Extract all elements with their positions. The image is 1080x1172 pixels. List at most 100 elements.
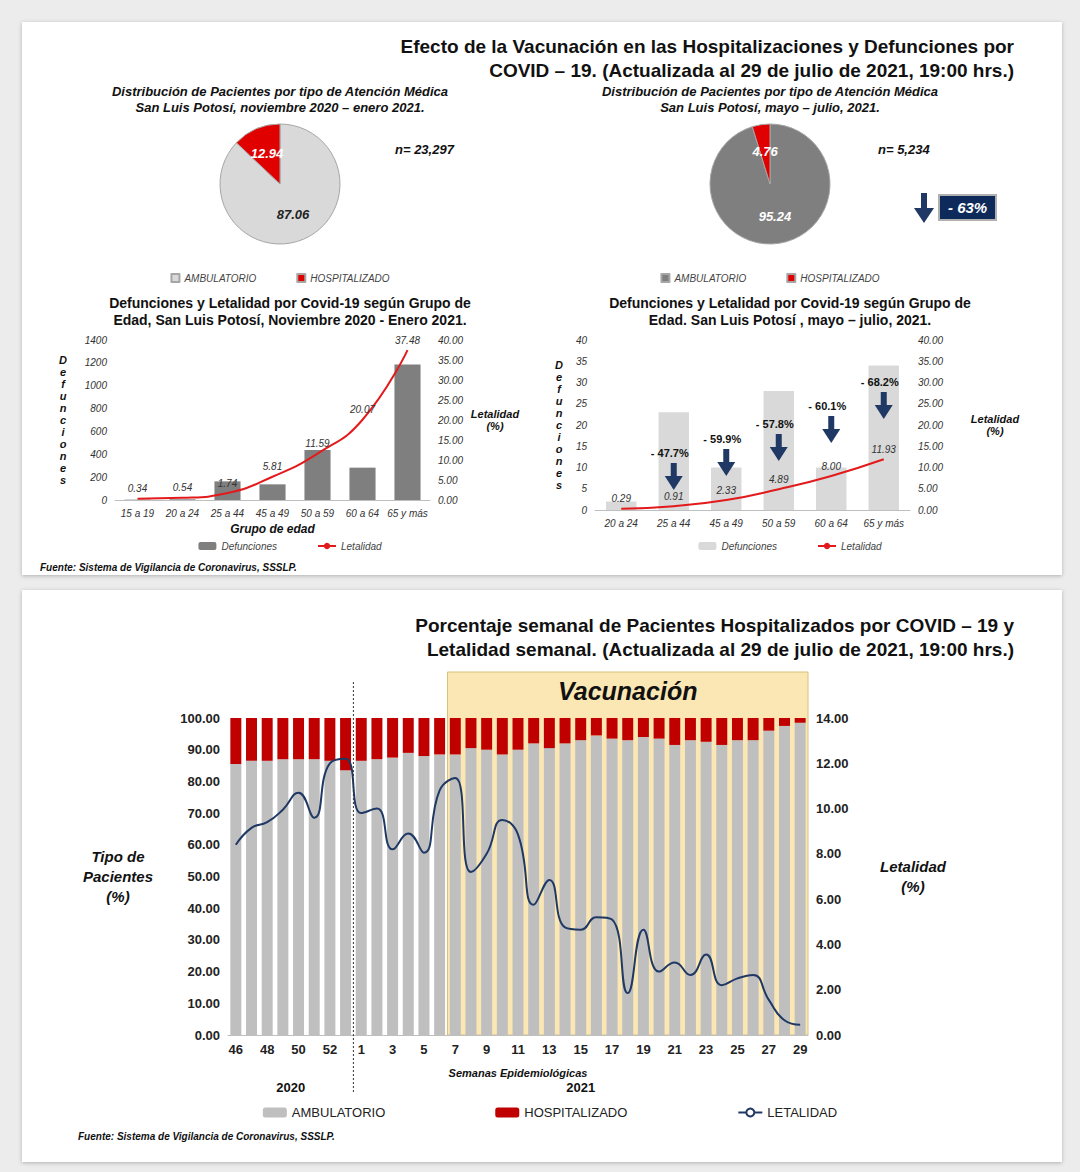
- svg-text:23: 23: [699, 1042, 713, 1057]
- svg-text:11.59: 11.59: [305, 438, 330, 449]
- svg-text:i: i: [61, 426, 65, 438]
- svg-text:25.00: 25.00: [437, 395, 463, 406]
- svg-text:1200: 1200: [85, 357, 108, 368]
- svg-text:20: 20: [575, 420, 588, 431]
- svg-text:37.48: 37.48: [395, 335, 420, 346]
- svg-text:1400: 1400: [85, 335, 108, 346]
- svg-text:5.81: 5.81: [263, 461, 282, 472]
- svg-text:n: n: [60, 450, 67, 462]
- svg-text:c: c: [60, 414, 66, 426]
- svg-text:2021: 2021: [566, 1080, 595, 1095]
- svg-text:50.00: 50.00: [187, 869, 220, 884]
- svg-text:20.00: 20.00: [187, 964, 220, 979]
- svg-text:8.00: 8.00: [822, 461, 842, 472]
- svg-text:35.00: 35.00: [438, 355, 463, 366]
- svg-text:90.00: 90.00: [187, 742, 220, 757]
- svg-text:15.00: 15.00: [438, 435, 463, 446]
- svg-text:30.00: 30.00: [438, 375, 463, 386]
- svg-text:Tipo de: Tipo de: [91, 848, 144, 865]
- svg-text:40.00: 40.00: [918, 335, 943, 346]
- svg-text:0.34: 0.34: [128, 483, 148, 494]
- svg-text:20.00: 20.00: [917, 420, 943, 431]
- svg-text:9: 9: [483, 1042, 490, 1057]
- svg-text:s: s: [556, 479, 562, 491]
- svg-text:HOSPITALIZADO: HOSPITALIZADO: [800, 273, 879, 284]
- svg-text:f: f: [557, 383, 562, 395]
- svg-text:25 a 44: 25 a 44: [656, 518, 691, 529]
- svg-text:4.89: 4.89: [769, 474, 789, 485]
- svg-text:50 a 59: 50 a 59: [762, 518, 796, 529]
- svg-text:10.00: 10.00: [187, 996, 220, 1011]
- svg-text:Pacientes: Pacientes: [83, 868, 153, 885]
- svg-text:(%): (%): [901, 878, 924, 895]
- svg-text:80.00: 80.00: [187, 774, 220, 789]
- svg-text:Letalidad: Letalidad: [341, 541, 382, 552]
- svg-text:60 a 64: 60 a 64: [346, 508, 380, 519]
- svg-text:Grupo de edad: Grupo de edad: [230, 522, 315, 536]
- svg-text:- 47.7%: - 47.7%: [651, 447, 689, 459]
- svg-text:65 y más: 65 y más: [387, 508, 428, 519]
- svg-text:Letalidad: Letalidad: [471, 408, 520, 420]
- svg-text:s: s: [60, 474, 66, 486]
- svg-text:o: o: [60, 438, 67, 450]
- svg-text:800: 800: [90, 403, 107, 414]
- svg-text:3: 3: [389, 1042, 396, 1057]
- svg-text:65 y más: 65 y más: [863, 518, 904, 529]
- svg-text:14.00: 14.00: [816, 711, 849, 726]
- svg-text:15: 15: [573, 1042, 587, 1057]
- svg-text:i: i: [557, 431, 561, 443]
- svg-text:- 68.2%: - 68.2%: [861, 376, 899, 388]
- svg-text:1.74: 1.74: [218, 478, 238, 489]
- svg-text:n: n: [556, 407, 563, 419]
- svg-text:15: 15: [576, 441, 588, 452]
- svg-text:(%): (%): [106, 888, 129, 905]
- svg-text:5: 5: [581, 483, 587, 494]
- svg-text:25.00: 25.00: [917, 398, 943, 409]
- svg-text:15 a 19: 15 a 19: [121, 508, 155, 519]
- svg-text:45 a 49: 45 a 49: [256, 508, 290, 519]
- svg-text:7: 7: [452, 1042, 459, 1057]
- svg-text:20 a 24: 20 a 24: [604, 518, 639, 529]
- svg-text:30.00: 30.00: [187, 932, 220, 947]
- svg-text:Letalidad: Letalidad: [971, 413, 1020, 425]
- svg-text:1000: 1000: [85, 380, 108, 391]
- svg-text:11.93: 11.93: [872, 444, 897, 455]
- svg-text:n: n: [556, 455, 563, 467]
- svg-text:e: e: [60, 366, 66, 378]
- svg-text:50: 50: [291, 1042, 305, 1057]
- svg-text:Semanas Epidemiológicas: Semanas Epidemiológicas: [449, 1067, 588, 1079]
- svg-text:45 a 49: 45 a 49: [710, 518, 744, 529]
- svg-text:87.06: 87.06: [277, 207, 310, 222]
- svg-text:2020: 2020: [276, 1080, 305, 1095]
- svg-text:6.00: 6.00: [816, 892, 841, 907]
- svg-text:D: D: [59, 354, 67, 366]
- svg-text:600: 600: [90, 426, 107, 437]
- svg-text:Letalidad: Letalidad: [880, 858, 947, 875]
- svg-text:25: 25: [575, 398, 588, 409]
- svg-text:Defunciones: Defunciones: [721, 541, 777, 552]
- svg-text:200: 200: [89, 472, 107, 483]
- svg-text:60 a 64: 60 a 64: [815, 518, 849, 529]
- svg-text:AMBULATORIO: AMBULATORIO: [183, 273, 256, 284]
- svg-text:(%): (%): [986, 425, 1003, 437]
- svg-text:n: n: [60, 402, 67, 414]
- svg-text:0.29: 0.29: [612, 493, 632, 504]
- svg-text:AMBULATORIO: AMBULATORIO: [673, 273, 746, 284]
- svg-text:19: 19: [636, 1042, 650, 1057]
- svg-text:1: 1: [358, 1042, 365, 1057]
- svg-text:5.00: 5.00: [918, 483, 938, 494]
- svg-text:20 a 24: 20 a 24: [165, 508, 200, 519]
- svg-text:17: 17: [605, 1042, 619, 1057]
- svg-text:0: 0: [101, 495, 107, 506]
- svg-text:u: u: [60, 390, 67, 402]
- svg-text:5.00: 5.00: [438, 475, 458, 486]
- svg-text:10.00: 10.00: [816, 801, 849, 816]
- svg-text:0.00: 0.00: [438, 495, 458, 506]
- svg-text:e: e: [556, 467, 562, 479]
- svg-text:- 60.1%: - 60.1%: [808, 400, 846, 412]
- svg-text:- 57.8%: - 57.8%: [756, 418, 794, 430]
- svg-text:25 a 44: 25 a 44: [210, 508, 245, 519]
- svg-text:60.00: 60.00: [187, 837, 220, 852]
- svg-text:LETALIDAD: LETALIDAD: [767, 1105, 837, 1120]
- svg-text:HOSPITALIZADO: HOSPITALIZADO: [524, 1105, 627, 1120]
